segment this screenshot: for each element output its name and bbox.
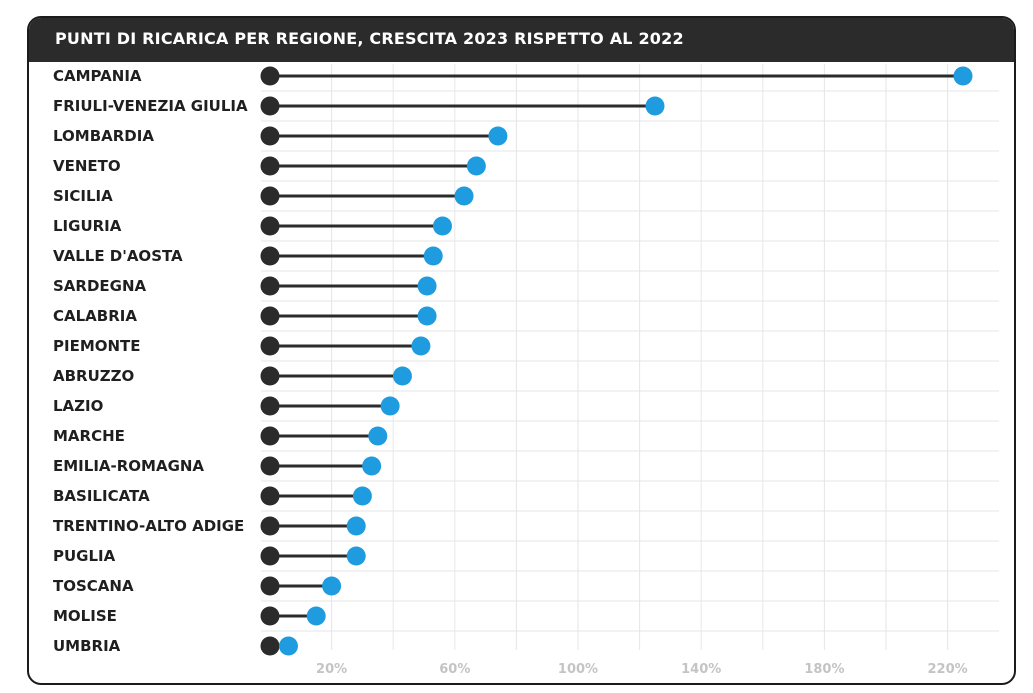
value-dot <box>392 366 412 386</box>
value-dot <box>368 426 388 446</box>
start-dot <box>260 156 280 176</box>
category-label: EMILIA-ROMAGNA <box>53 457 204 475</box>
start-dot <box>260 66 280 86</box>
value-dot <box>411 336 431 356</box>
value-dot <box>432 216 452 236</box>
category-label: PIEMONTE <box>53 337 141 355</box>
start-dot <box>260 216 280 236</box>
start-dot <box>260 636 280 656</box>
value-dot <box>362 456 382 476</box>
category-label: TRENTINO-ALTO ADIGE <box>53 517 244 535</box>
category-label: TOSCANA <box>53 577 134 595</box>
start-dot <box>260 426 280 446</box>
value-dot <box>306 606 326 626</box>
start-dot <box>260 456 280 476</box>
value-dot <box>953 66 973 86</box>
start-dot <box>260 306 280 326</box>
category-label: VENETO <box>53 157 121 175</box>
category-label: SARDEGNA <box>53 277 147 295</box>
value-dot <box>423 246 443 266</box>
start-dot <box>260 126 280 146</box>
start-dot <box>260 606 280 626</box>
chart-header: PUNTI DI RICARICA PER REGIONE, CRESCITA … <box>29 18 1014 62</box>
category-label: VALLE D'AOSTA <box>53 247 183 265</box>
category-label: CALABRIA <box>53 307 137 325</box>
category-label: SICILIA <box>53 187 113 205</box>
value-dot <box>346 546 366 566</box>
category-label: MOLISE <box>53 607 117 625</box>
category-label: LIGURIA <box>53 217 122 235</box>
chart-title: PUNTI DI RICARICA PER REGIONE, CRESCITA … <box>55 29 684 48</box>
dot-plot-chart: CAMPANIA FRIULI-VENEZIA GIULIA LOMBARDIA VE… <box>53 64 999 677</box>
start-dot <box>260 576 280 596</box>
x-tick-label: 100% <box>558 662 598 677</box>
category-label: LAZIO <box>53 397 103 415</box>
value-dot <box>645 96 665 116</box>
value-dot <box>278 636 298 656</box>
category-label: ABRUZZO <box>53 367 134 385</box>
value-dot <box>488 126 508 146</box>
value-dot <box>322 576 342 596</box>
category-label: PUGLIA <box>53 547 116 565</box>
value-dot <box>380 396 400 416</box>
start-dot <box>260 366 280 386</box>
category-label: BASILICATA <box>53 487 150 505</box>
x-tick-label: 60% <box>439 662 470 677</box>
category-label: FRIULI-VENEZIA GIULIA <box>53 97 248 115</box>
category-label: MARCHE <box>53 427 125 445</box>
chart-card: PUNTI DI RICARICA PER REGIONE, CRESCITA … <box>27 16 1016 685</box>
category-label: CAMPANIA <box>53 67 142 85</box>
start-dot <box>260 546 280 566</box>
x-tick-label: 20% <box>316 662 347 677</box>
value-dot <box>466 156 486 176</box>
start-dot <box>260 336 280 356</box>
start-dot <box>260 276 280 296</box>
value-dot <box>417 306 437 326</box>
category-label: LOMBARDIA <box>53 127 154 145</box>
x-tick-label: 140% <box>681 662 721 677</box>
start-dot <box>260 486 280 506</box>
start-dot <box>260 516 280 536</box>
start-dot <box>260 186 280 206</box>
start-dot <box>260 246 280 266</box>
value-dot <box>352 486 372 506</box>
start-dot <box>260 396 280 416</box>
value-dot <box>346 516 366 536</box>
start-dot <box>260 96 280 116</box>
value-dot <box>417 276 437 296</box>
category-label: UMBRIA <box>53 637 121 655</box>
x-tick-label: 180% <box>804 662 844 677</box>
value-dot <box>454 186 474 206</box>
x-tick-label: 220% <box>928 662 968 677</box>
